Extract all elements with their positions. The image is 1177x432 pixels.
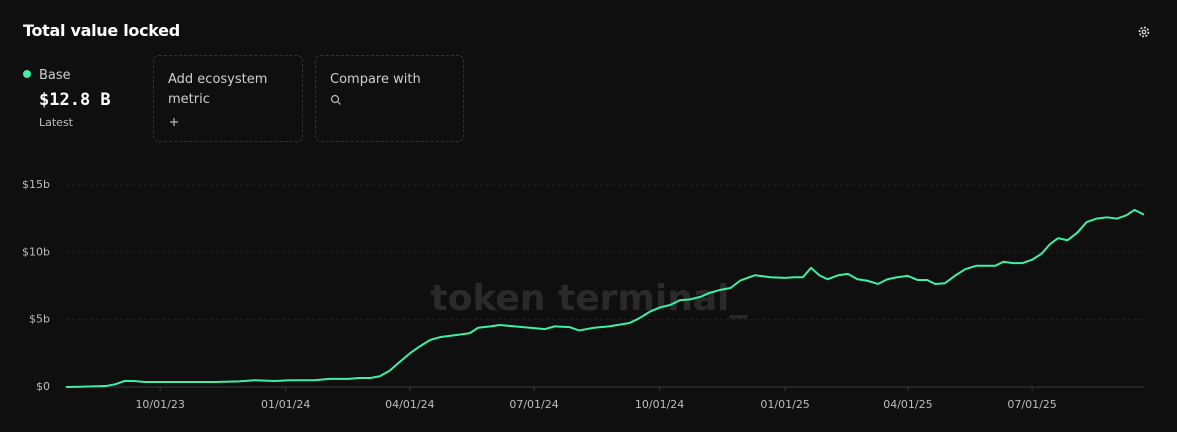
add-metric-card[interactable]: Add ecosystem metric: [153, 55, 303, 142]
y-tick-label: $15b: [22, 178, 50, 191]
settings-icon[interactable]: [1137, 25, 1151, 39]
x-tick-label: 10/01/24: [635, 398, 684, 411]
x-tick-label: 10/01/23: [135, 398, 184, 411]
x-tick-label: 04/01/24: [385, 398, 434, 411]
compare-card[interactable]: Compare with: [315, 55, 464, 142]
x-tick-label: 07/01/25: [1007, 398, 1056, 411]
legend-entry[interactable]: Base: [23, 68, 71, 83]
x-tick-label: 04/01/25: [883, 398, 932, 411]
y-tick-label: $0: [36, 380, 50, 393]
title: Total value locked: [23, 21, 180, 40]
plus-icon: [170, 118, 178, 126]
x-tick-label: 01/01/24: [261, 398, 310, 411]
legend-dot: [23, 70, 31, 78]
search-icon: [330, 94, 341, 105]
y-tick-label: $5b: [29, 313, 50, 326]
card-label: Compare with: [330, 72, 421, 87]
watermark: token terminal_: [431, 278, 748, 319]
card-label: Add ecosystem metric: [168, 72, 268, 107]
x-tick-label: 07/01/24: [509, 398, 558, 411]
legend-label: Base: [39, 68, 71, 83]
latest-value: $12.8 B: [39, 90, 111, 110]
y-tick-label: $10b: [22, 245, 50, 258]
x-tick-label: 01/01/25: [760, 398, 809, 411]
series-line: [65, 208, 1145, 388]
latest-label: Latest: [39, 116, 73, 129]
